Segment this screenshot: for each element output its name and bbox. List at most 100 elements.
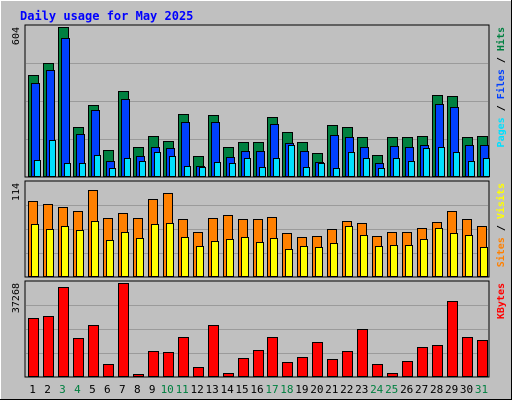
kbytes-bar-kbytes [342,351,353,377]
hits-files-pages-bar-pages [199,167,206,177]
hits-files-pages-bar-pages [393,158,400,177]
x-axis-day-label: 9 [149,383,156,396]
hits-files-pages-bar-pages [273,158,280,177]
kbytes-bar-kbytes [432,345,443,377]
kbytes-axis-label-part: KBytes [496,283,507,319]
kbytes-bar-kbytes [28,318,39,377]
x-axis-day-label: 7 [119,383,126,396]
hits-files-pages-bar-pages [408,161,415,177]
kbytes-bar-kbytes [193,367,204,377]
kbytes-bar-kbytes [208,325,219,377]
kbytes-bar-kbytes [223,373,234,377]
x-axis-day-label: 3 [59,383,66,396]
visits-sites-bar-sites [136,238,144,277]
hits-files-pages-bar-pages [453,152,460,177]
hits-files-pages-bar-pages [229,163,236,177]
kbytes-bar-kbytes [387,373,398,377]
hits-files-pages-bar-pages [423,148,430,177]
kbytes-bar-kbytes [118,283,129,377]
x-axis-day-label: 16 [250,383,263,396]
x-axis-day-label: 23 [355,383,368,396]
kbytes-bar-kbytes [58,287,69,377]
kbytes-bar-kbytes [372,364,383,377]
hits-files-pages-bar-pages [64,163,71,177]
hits-files-pages-bar-files [61,38,70,177]
kbytes-axis-label: KBytes [496,283,507,319]
kbytes-bar-kbytes [178,337,189,377]
visits-sites-bar-sites [390,245,398,277]
kbytes-bar-kbytes [297,357,308,377]
visits-sites-bar-sites [46,229,54,277]
chart-panels: 604 Pages / Files / Hits 114 Sites / Visits… [11,24,507,378]
kbytes-max-label: 37268 [11,283,22,313]
kbytes-bar-kbytes [357,329,368,377]
kbytes-bar-kbytes [327,359,338,377]
x-axis-day-label: 1 [29,383,36,396]
hits-files-pages-max-label: 604 [11,27,22,45]
visits-sites-axis-label-part: Sites [495,237,507,267]
x-axis-day-label: 12 [190,383,203,396]
hits-files-pages-bar-pages [363,158,370,177]
visits-sites-bar-sites [151,224,159,277]
x-axis-day-label: 21 [325,383,338,396]
visits-sites-bar-sites [241,237,249,277]
visits-sites-bar-sites [420,239,428,277]
x-axis-day-label: 26 [400,383,413,396]
kbytes-bar-kbytes [267,337,278,377]
hits-files-pages-bar-pages [94,155,101,177]
x-axis-day-label: 28 [430,383,443,396]
kbytes-bar-kbytes [238,358,249,377]
x-axis-day-label: 30 [460,383,473,396]
x-axis-day-label: 19 [295,383,308,396]
kbytes-bar-kbytes [253,350,264,377]
graph-title: Daily usage for May 2025 [20,9,193,23]
hits-files-pages-bar-pages [169,156,176,177]
visits-sites-bar-sites [315,247,323,277]
x-axis-day-label: 8 [134,383,141,396]
visits-sites-bar-sites [375,246,383,277]
hits-files-pages-bar-pages [378,168,385,177]
visits-sites-bar-sites [480,247,488,277]
x-axis-day-labels: 1 2 3 4 5 6 7 8 9 10 11 12 13 14 15 16 17 18 19 20 21 22 23 24 2… [29,383,488,396]
hits-files-pages-axis-label: Pages / Files / Hits [495,27,507,147]
hits-files-pages-bar-pages [184,166,191,177]
hits-files-pages-bar-pages [244,158,251,177]
x-axis-day-label: 25 [385,383,398,396]
x-axis-day-label: 18 [280,383,293,396]
visits-sites-bar-sites [360,235,368,277]
visits-sites-bar-sites [226,239,234,277]
x-axis-day-label: 4 [74,383,81,396]
hits-files-pages-axis-label-part: / [496,99,507,117]
kbytes-bar-kbytes [462,337,473,377]
hits-files-pages-axis-label-part: Files [495,69,507,99]
hits-files-pages-bar-pages [468,161,475,177]
visits-sites-axis-label-part: / [496,219,507,237]
kbytes-bar-kbytes [148,351,159,377]
visits-sites-bar-sites [465,235,473,277]
x-axis-day-label: 14 [220,383,234,396]
hits-files-pages-bar-pages [109,168,116,177]
visits-sites-bar-sites [300,246,308,277]
hits-files-pages-bar-pages [348,152,355,177]
kbytes-bar-kbytes [133,374,144,377]
x-axis-day-label: 24 [370,383,384,396]
x-axis-day-label: 27 [415,383,428,396]
hits-files-pages-bar-pages [438,147,445,177]
kbytes-bar-kbytes [73,338,84,377]
hits-files-pages-bar-pages [303,167,310,177]
x-axis-day-label: 6 [104,383,111,396]
visits-sites-bar-sites [256,242,264,277]
kbytes-bar-kbytes [417,347,428,377]
hits-files-pages-bar-pages [154,152,161,177]
visits-sites-bar-sites [405,245,413,277]
visits-sites-bar-sites [270,238,278,277]
x-axis-day-label: 10 [161,383,174,396]
hits-files-pages-bar-pages [333,168,340,177]
visits-sites-bar-sites [285,249,293,277]
hits-files-pages-axis-label-part: Hits [495,27,507,51]
kbytes-bar-kbytes [402,361,413,377]
kbytes-bar-kbytes [447,301,458,377]
hits-files-pages-bar-pages [49,140,56,177]
visits-sites-bar-sites [76,230,84,277]
